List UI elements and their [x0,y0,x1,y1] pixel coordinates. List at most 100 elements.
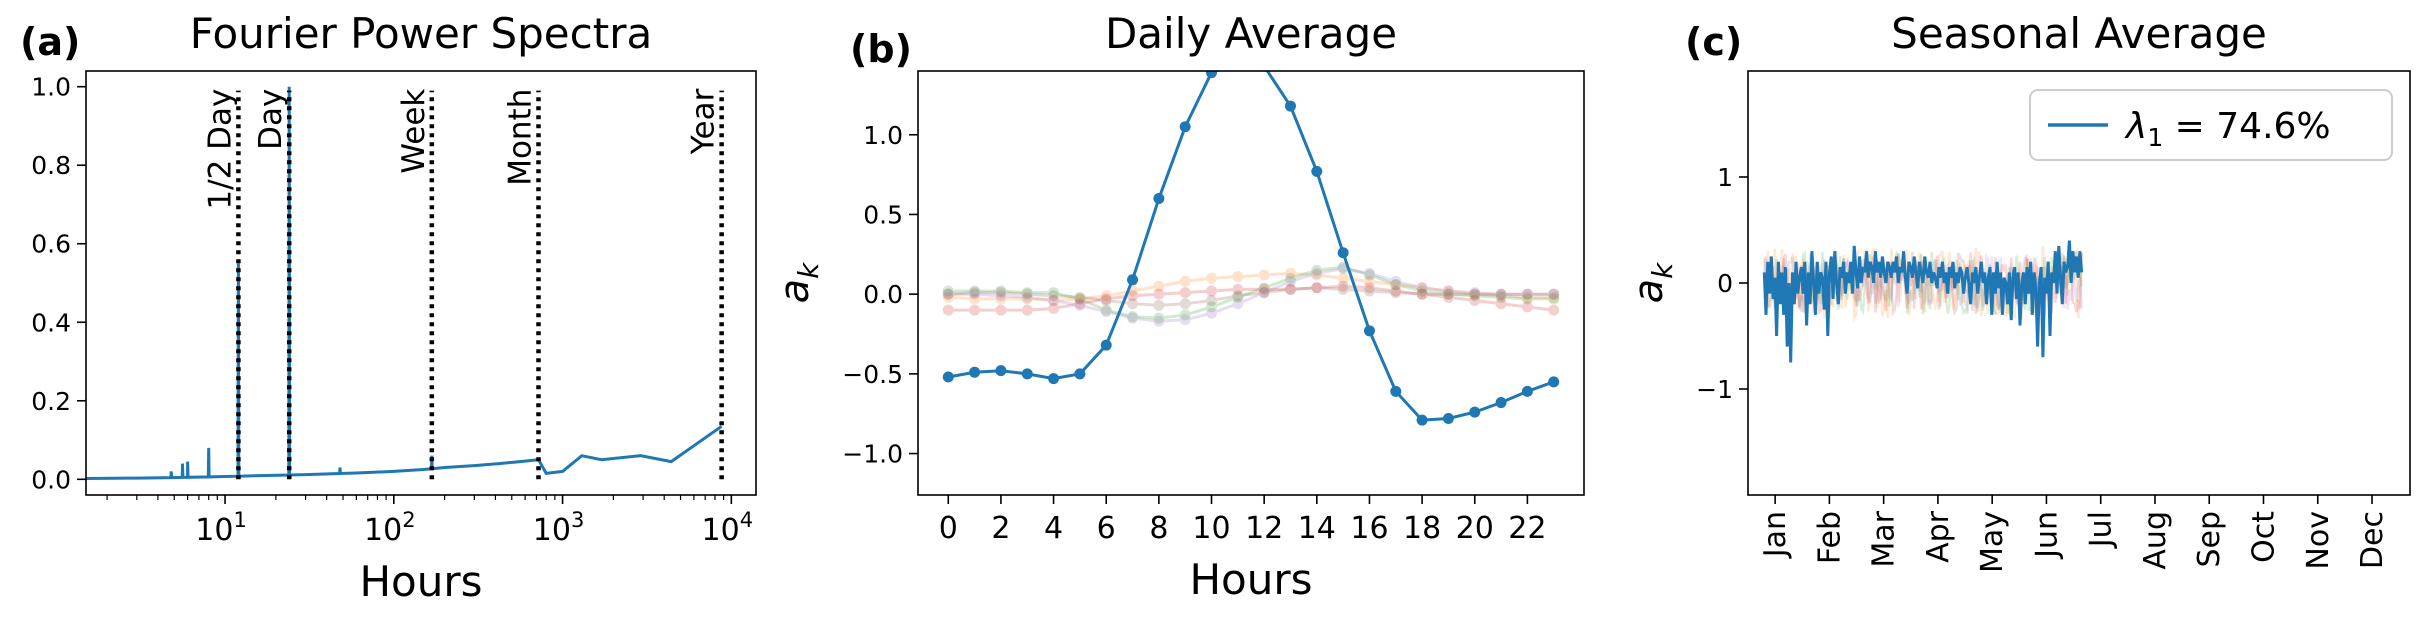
faint-series [942,261,1560,324]
series-point [1127,298,1139,310]
series-point [1311,267,1323,279]
series-point [995,285,1007,297]
series-point [1390,279,1402,291]
panel-c-label: (c) [1685,20,1742,64]
series-point [1179,309,1191,321]
series-point [1232,283,1244,295]
series-point [1179,275,1191,287]
series-point [1127,312,1139,324]
series-point [1100,295,1112,307]
series-point [1442,285,1454,297]
series-point [1416,285,1428,297]
series-point [995,365,1007,377]
panel-b-frame [917,70,1585,496]
y-tick-label: 0.4 [31,308,71,337]
series-point [1206,301,1218,313]
x-tick-label: Mar [1867,510,1902,567]
panel-b-plot-area: −1.0 −0.5 0.0 0.5 1.0 0 2 4 6 8 10 12 14 16 18 20 22 [842,58,1560,546]
series-point [1153,288,1165,300]
series-point [1153,315,1165,327]
series-point [1048,295,1060,307]
series-point [1258,287,1270,299]
x-tick-label: 20 [1456,511,1494,546]
panel-a-title: Fourier Power Spectra [190,9,652,58]
series-point [1442,285,1454,297]
x-tick-label: Oct [2246,511,2281,563]
panel-b-series-group [942,58,1560,426]
x-tick-label: 104 [702,508,754,548]
series-point [1100,290,1112,302]
series-point [1469,406,1481,418]
series-point [969,293,981,305]
series-point [1521,288,1533,300]
y-tick-label: 0.8 [31,151,71,180]
x-tick-label: 2 [991,511,1010,546]
series-point [1206,272,1218,284]
panel-b-label: (b) [850,27,912,71]
series-point [1548,288,1560,300]
series-point [1074,293,1086,305]
series-point [1100,304,1112,316]
series-point [1232,271,1244,283]
series-point [1337,283,1349,295]
main-series-line [1762,240,2084,363]
series-point [1206,307,1218,319]
series-point [1021,304,1033,316]
series-point [1363,282,1375,294]
x-tick-label: Sep [2192,511,2227,568]
series-point [1206,285,1218,297]
series-point [1127,274,1139,286]
y-tick-label: 0.5 [863,200,903,229]
series-point [1258,282,1270,294]
y-tick-label: −1 [1696,375,1733,404]
series-point [995,290,1007,302]
series-point [1495,288,1507,300]
series-point [1390,287,1402,299]
series-point [1416,288,1428,300]
series-point [1521,301,1533,313]
x-tick-label: Nov [2301,511,2336,570]
y-tick-label: 0.0 [31,465,71,494]
series-point [1521,291,1533,303]
series-point [1469,288,1481,300]
y-tick-label: −0.5 [842,360,903,389]
x-tick-label: Jul [2084,511,2119,549]
series-point [1442,288,1454,300]
x-tick-label: 18 [1403,511,1441,546]
series-point [1100,306,1112,318]
x-tick-label: 12 [1245,511,1283,546]
y-tick-label: 0.6 [31,230,71,259]
faint-series-line [1763,251,2083,317]
series-point [1074,293,1086,305]
series-point [1074,298,1086,310]
x-tick-label: 103 [533,508,585,548]
x-tick-label: 102 [364,508,416,548]
series-point [1048,373,1060,385]
series-point [1442,291,1454,303]
series-point [1206,71,1218,79]
series-point [1179,314,1191,326]
series-point [942,291,954,303]
panel-a-xlabel: Hours [359,557,482,606]
series-point [1258,283,1270,295]
series-point [969,304,981,316]
series-point [1311,264,1323,276]
series-point [942,371,954,383]
legend-label: λ1 = 74.6% [2124,106,2331,152]
series-point [1416,282,1428,294]
series-point [1258,287,1270,299]
y-tick-label: 1.0 [863,121,903,150]
series-point [969,288,981,300]
vline-label: Week [396,89,432,174]
panel-b-title: Daily Average [1105,9,1397,58]
panel-c: (c) Seasonal Average −1 0 1 Jan Feb Mar Apr May… [1626,9,2411,573]
x-tick-label: 6 [1097,511,1116,546]
series-point [1390,279,1402,291]
x-tick-label: 8 [1149,511,1168,546]
series-point [1521,293,1533,305]
series-point [1100,339,1112,351]
series-point [969,287,981,299]
series-point [942,304,954,316]
series-point [1232,58,1243,69]
series-point [1153,299,1165,311]
